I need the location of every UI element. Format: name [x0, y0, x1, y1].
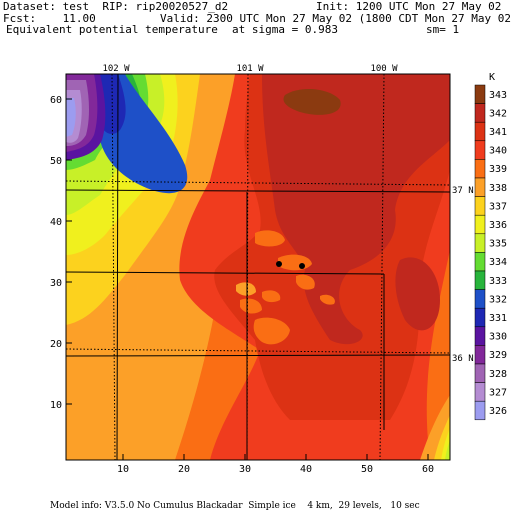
x-tick-label: 40 [300, 464, 312, 475]
legend-value-label: 332 [489, 294, 507, 305]
legend-swatch [474, 345, 486, 365]
legend-value-label: 333 [489, 276, 507, 287]
longitude-label: 100 W [370, 64, 398, 74]
x-tick-label: 50 [361, 464, 373, 475]
x-tick-label: 60 [422, 464, 434, 475]
y-tick-label: 50 [50, 156, 62, 167]
legend-swatch [474, 140, 486, 160]
x-tick-label: 20 [178, 464, 190, 475]
legend-value-label: 339 [489, 164, 507, 175]
legend-swatch [474, 363, 486, 383]
y-tick-label: 60 [50, 95, 62, 106]
y-tick-label: 10 [50, 400, 62, 411]
y-tick-label: 20 [50, 339, 62, 350]
legend-swatch [474, 382, 486, 402]
forecast-hour-label: Fcst: 11.00 [3, 12, 96, 25]
legend-swatch [474, 233, 486, 253]
legend-value-label: 343 [489, 90, 507, 101]
legend-swatch [474, 400, 486, 421]
legend-value-label: 342 [489, 108, 507, 119]
legend-value-label: 327 [489, 387, 507, 398]
theta-e-field [66, 74, 450, 460]
x-tick-label: 10 [117, 464, 129, 475]
valid-time-label: Valid: 2300 UTC Mon 27 May 02 (1800 CDT … [160, 12, 512, 25]
legend-value-label: 329 [489, 350, 507, 361]
legend-value-label: 335 [489, 239, 507, 250]
legend-swatch [474, 270, 486, 290]
legend-value-label: 341 [489, 127, 507, 138]
plot-frame [65, 73, 451, 461]
station-marker [276, 261, 282, 267]
legend-value-label: 331 [489, 313, 507, 324]
station-marker [299, 263, 305, 269]
color-legend: K 343 342 341 340 339 338 337 336 335 334 333 332 33… [474, 72, 507, 421]
init-time-label: Init: 1200 UTC Mon 27 May 02 [316, 0, 502, 13]
sigma-level-label: at sigma = 0.983 [232, 23, 338, 36]
field-name-label: Equivalent potential temperature [6, 23, 218, 36]
x-tick-label: 30 [239, 464, 251, 475]
longitude-label: 101 W [236, 64, 264, 74]
model-info-label: Model info: V3.5.0 No Cumulus Blackadar … [50, 501, 420, 511]
legend-value-label: 336 [489, 220, 507, 231]
legend-value-label: 334 [489, 257, 507, 268]
legend-swatch [474, 307, 486, 328]
smoothing-label: sm= 1 [426, 23, 460, 36]
legend-swatch [474, 289, 486, 309]
latitude-label: 37 N [452, 186, 474, 196]
latitude-label: 36 N [452, 354, 474, 364]
legend-swatch [474, 196, 486, 216]
legend-swatch [474, 84, 486, 104]
legend-swatch [474, 159, 486, 179]
legend-swatch [474, 121, 486, 142]
y-tick-label: 30 [50, 278, 62, 289]
legend-value-label: 340 [489, 146, 507, 157]
y-tick-label: 40 [50, 217, 62, 228]
dataset-label: Dataset: test RIP: rip20020527_d2 [3, 0, 229, 13]
longitude-label: 102 W [102, 64, 130, 74]
legend-swatch [474, 103, 486, 123]
legend-value-label: 337 [489, 201, 507, 212]
legend-value-label: 328 [489, 369, 507, 380]
legend-value-label: 338 [489, 183, 507, 194]
legend-value-label: 326 [489, 406, 507, 417]
legend-swatch [474, 252, 486, 272]
legend-swatch [474, 214, 486, 235]
legend-unit-label: K [489, 72, 495, 83]
legend-swatch [474, 177, 486, 197]
legend-swatch [474, 326, 486, 346]
legend-value-label: 330 [489, 332, 507, 343]
